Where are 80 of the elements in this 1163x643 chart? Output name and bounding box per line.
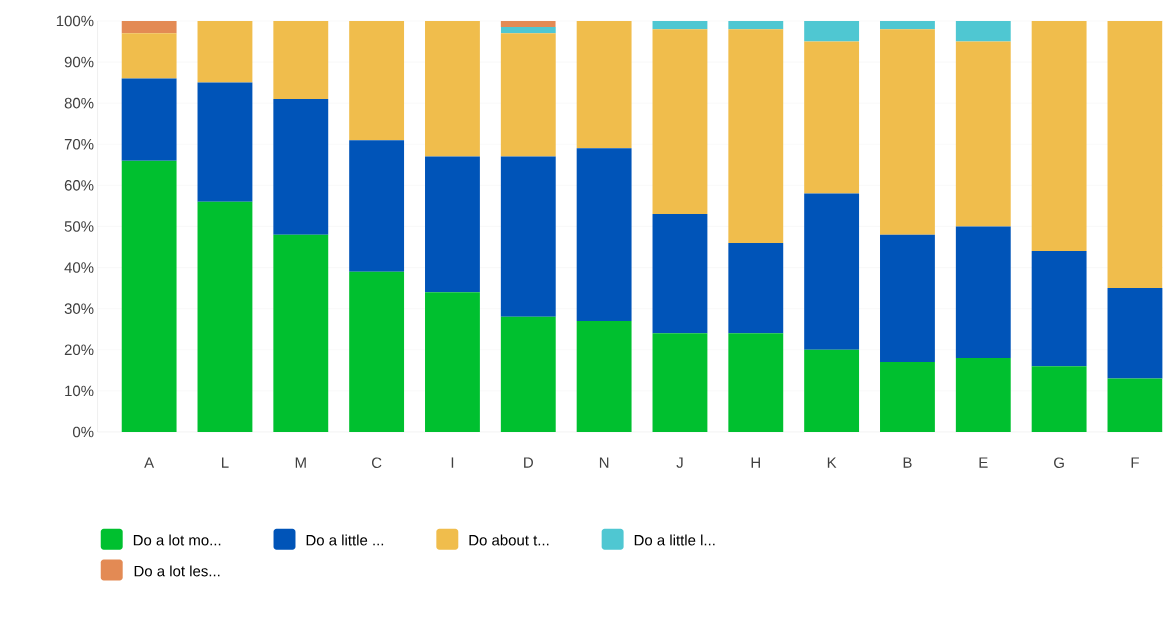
- bar: [576, 148, 632, 321]
- bar: [349, 139, 405, 272]
- bar: [349, 20, 405, 140]
- x-tick-label: A: [144, 457, 155, 468]
- x-tick-label: F: [1131, 457, 1139, 468]
- y-tick-label: 10%: [65, 385, 94, 396]
- x-tick-label: E: [979, 457, 988, 468]
- bar: [197, 82, 253, 202]
- legend-label: Do a little l...: [634, 534, 715, 546]
- bar: [1107, 287, 1163, 379]
- bar: [955, 226, 1011, 358]
- bar: [576, 320, 632, 432]
- bar: [1031, 250, 1087, 366]
- bar: [425, 292, 480, 432]
- bar: [1107, 20, 1163, 288]
- x-tick-label: G: [1054, 457, 1064, 468]
- bar: [1107, 378, 1163, 432]
- bar: [652, 20, 708, 29]
- bar: [197, 20, 253, 83]
- bar: [500, 26, 556, 34]
- x-tick-label: I: [451, 457, 454, 468]
- legend-label: Do a lot mo...: [133, 534, 221, 546]
- x-tick-label: J: [676, 457, 683, 468]
- bar: [728, 333, 784, 432]
- bar: [121, 160, 177, 432]
- bar: [804, 20, 860, 42]
- bar: [804, 41, 860, 194]
- bar: [576, 20, 632, 149]
- bar: [273, 20, 329, 99]
- y-tick-label: 100%: [56, 15, 94, 27]
- bar: [880, 20, 935, 29]
- y-tick-label: 70%: [64, 138, 94, 150]
- y-tick-label: 40%: [64, 262, 94, 273]
- y-tick-label: 60%: [64, 179, 94, 191]
- bar: [273, 234, 329, 432]
- y-tick-label: 0%: [72, 426, 94, 438]
- bar: [121, 20, 177, 34]
- y-tick-label: 30%: [64, 303, 94, 314]
- bar: [1031, 20, 1087, 251]
- bar: [121, 78, 177, 161]
- legend-label: Do a little ...: [306, 534, 384, 546]
- bar: [880, 28, 935, 235]
- bar: [1031, 365, 1087, 432]
- bar: [804, 349, 860, 432]
- y-tick-label: 90%: [64, 56, 94, 68]
- bar: [500, 20, 556, 27]
- bar: [880, 234, 935, 362]
- x-tick-label: D: [524, 457, 533, 468]
- bar: [500, 156, 556, 317]
- x-tick-label: L: [222, 457, 229, 468]
- bar: [728, 28, 784, 243]
- bar: [349, 271, 405, 432]
- bar: [425, 156, 480, 292]
- bar: [197, 201, 253, 432]
- bar: [728, 20, 784, 29]
- y-tick-label: 20%: [64, 344, 94, 355]
- bar: [728, 242, 784, 334]
- bar: [652, 213, 708, 334]
- bar: [500, 316, 556, 432]
- bar: [955, 357, 1011, 432]
- x-tick-label: C: [371, 457, 382, 468]
- bar: [121, 33, 177, 79]
- bar: [955, 41, 1011, 227]
- x-tick-label: M: [295, 457, 306, 468]
- legend-label: Do a lot les...: [134, 565, 220, 577]
- x-tick-label: N: [599, 457, 609, 468]
- bar: [273, 98, 329, 235]
- bar: [652, 333, 708, 432]
- bar: [425, 20, 480, 157]
- legend-label: Do about t...: [469, 534, 549, 546]
- x-tick-label: K: [827, 457, 837, 468]
- bar: [955, 20, 1011, 42]
- bar: [652, 28, 708, 214]
- y-tick-label: 50%: [64, 220, 94, 232]
- bar: [804, 193, 860, 350]
- bar: [500, 33, 556, 157]
- x-tick-label: H: [751, 457, 760, 468]
- y-tick-label: 80%: [64, 97, 94, 109]
- bar: [880, 361, 935, 432]
- x-tick-label: B: [903, 457, 912, 468]
